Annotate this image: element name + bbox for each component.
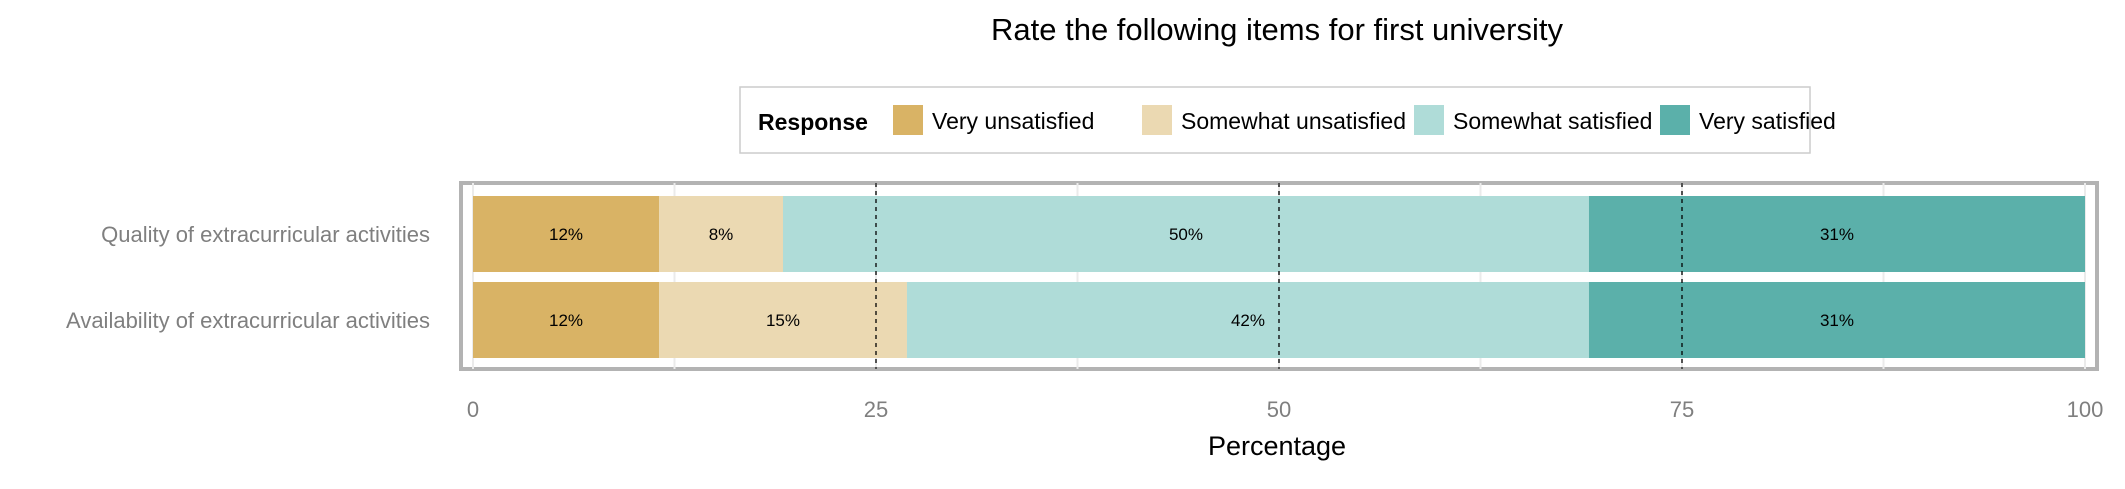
legend-label: Very unsatisfied: [932, 108, 1094, 134]
x-axis-label: Percentage: [1208, 431, 1346, 461]
legend: Response Very unsatisfied Somewhat unsati…: [739, 86, 1836, 154]
bar-somewhat-satisfied-1: [782, 196, 1589, 272]
bar-label: 15%: [766, 311, 800, 330]
legend-key-somewhat-satisfied: [1414, 105, 1444, 135]
bar-label: 42%: [1231, 311, 1265, 330]
legend-key-very-satisfied: [1660, 105, 1690, 135]
y-tick-label: Quality of extracurricular activities: [101, 222, 430, 247]
bar-label: 12%: [549, 311, 583, 330]
x-tick-label: 100: [2067, 397, 2104, 422]
bar-somewhat-unsatisfied-1: [659, 196, 783, 272]
bar-labels: 12% 8% 50% 31% 12% 15% 42% 31%: [549, 225, 1854, 330]
legend-key-very-unsatisfied: [893, 105, 923, 135]
x-tick-label: 25: [864, 397, 888, 422]
bar-label: 50%: [1169, 225, 1203, 244]
y-tick-label: Availability of extracurricular activiti…: [66, 308, 430, 333]
bar-label: 8%: [709, 225, 734, 244]
legend-entries: Very unsatisfied Somewhat unsatisfied Some…: [893, 105, 1836, 135]
bar-very-satisfied-1: [1588, 196, 2085, 272]
x-tick-label: 0: [467, 397, 479, 422]
legend-label: Very satisfied: [1699, 108, 1836, 134]
bars: [473, 196, 2085, 358]
bar-label: 31%: [1820, 311, 1854, 330]
bar-very-satisfied-2: [1588, 282, 2085, 358]
y-axis-labels: Quality of extracurricular activities Ava…: [66, 222, 430, 333]
bar-somewhat-satisfied-2: [906, 282, 1589, 358]
legend-label: Somewhat satisfied: [1453, 108, 1652, 134]
bar-very-unsatisfied-2: [473, 282, 660, 358]
legend-label: Somewhat unsatisfied: [1181, 108, 1406, 134]
chart-title: Rate the following items for first unive…: [991, 12, 1563, 47]
x-tick-label: 50: [1267, 397, 1291, 422]
bar-label: 12%: [549, 225, 583, 244]
legend-key-somewhat-unsatisfied: [1142, 105, 1172, 135]
reference-lines: [875, 183, 1683, 369]
bar-somewhat-unsatisfied-2: [659, 282, 907, 358]
bar-label: 31%: [1820, 225, 1854, 244]
x-tick-label: 75: [1670, 397, 1694, 422]
x-axis-tick-labels: 0 25 50 75 100: [467, 397, 2103, 422]
bar-very-unsatisfied-1: [473, 196, 660, 272]
legend-title: Response: [758, 109, 868, 135]
